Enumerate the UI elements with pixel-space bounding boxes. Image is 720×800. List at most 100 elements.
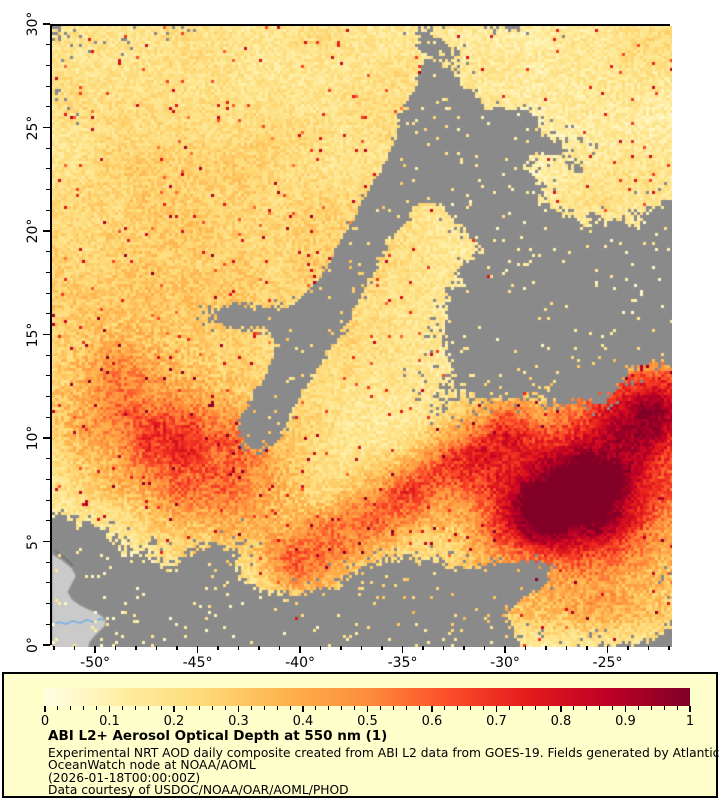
y-axis-tick-label: 10° [25, 425, 41, 451]
colorbar-minor-tick [96, 706, 98, 710]
x-axis-minor-tick [463, 646, 465, 650]
colorbar-minor-tick [534, 706, 536, 710]
colorbar-tick-label: 0 [40, 714, 50, 729]
y-axis-tick-label: 25° [25, 115, 41, 140]
y-axis-minor-tick [46, 189, 50, 191]
aod-raster-canvas [52, 26, 672, 647]
y-axis-major-tick [43, 230, 50, 232]
colorbar-major-tick [560, 706, 562, 712]
colorbar-minor-tick [599, 706, 601, 710]
y-axis-minor-tick [46, 520, 50, 522]
y-axis-minor-tick [46, 354, 50, 356]
x-axis-major-tick [94, 646, 96, 653]
colorbar-minor-tick [586, 706, 588, 710]
x-axis-minor-tick [340, 646, 342, 650]
y-axis-minor-tick [46, 623, 50, 625]
x-axis-minor-tick [73, 646, 76, 650]
colorbar-minor-tick [199, 706, 201, 710]
x-axis-minor-tick [627, 646, 629, 650]
legend-text-block: ABI L2+ Aerosol Optical Depth at 550 nm … [48, 728, 719, 797]
x-axis-minor-tick [135, 646, 137, 650]
colorbar-minor-tick [134, 706, 136, 710]
x-axis-major-tick [196, 646, 199, 653]
y-axis-minor-tick [46, 499, 50, 501]
x-axis-major-tick [401, 646, 404, 653]
y-axis-major-tick [43, 644, 50, 646]
y-axis-minor-tick [46, 292, 50, 294]
y-axis-minor-tick [46, 396, 50, 398]
colorbar-minor-tick [186, 706, 188, 710]
x-axis-minor-tick [565, 646, 568, 650]
y-axis-tick-label: 15° [25, 322, 41, 347]
colorbar-minor-tick [470, 706, 472, 710]
colorbar-minor-tick [276, 706, 278, 710]
x-axis-tick-label: -45° [182, 655, 213, 671]
colorbar-minor-tick [70, 706, 72, 710]
colorbar-tick-label: 1 [685, 714, 695, 729]
colorbar-minor-tick [160, 706, 162, 710]
y-axis-major-tick [43, 23, 50, 25]
colorbar-minor-tick [315, 706, 317, 710]
colorbar-minor-tick [341, 706, 343, 710]
colorbar-minor-tick [121, 706, 123, 710]
colorbar-minor-tick [354, 706, 356, 710]
x-axis-minor-tick [545, 646, 547, 650]
y-axis-minor-tick [46, 271, 50, 273]
colorbar-minor-tick [547, 706, 549, 710]
y-axis-minor-tick [46, 582, 50, 584]
x-axis-minor-tick [278, 646, 281, 650]
y-axis-tick-label: 20° [25, 218, 41, 244]
x-axis-minor-tick [360, 646, 363, 650]
colorbar-minor-tick [212, 706, 214, 710]
x-axis-tick-label: -50° [80, 655, 111, 671]
x-axis-minor-tick [217, 646, 219, 650]
x-axis-minor-tick [381, 646, 383, 650]
x-axis-tick-label: -25° [592, 655, 623, 671]
colorbar-tick-label: 0.5 [357, 714, 378, 729]
colorbar-tick-label: 0.3 [228, 714, 249, 729]
legend-line: OceanWatch node at NOAA/AOML [48, 758, 256, 773]
colorbar-tick-label: 0.9 [615, 714, 636, 729]
y-axis-minor-tick [46, 603, 50, 605]
x-axis-minor-tick [668, 646, 670, 650]
colorbar-tick-label: 0.6 [421, 714, 443, 729]
y-axis-minor-tick [46, 106, 50, 108]
colorbar-minor-tick [457, 706, 459, 710]
x-axis-major-tick [606, 646, 609, 653]
y-axis-minor-tick [46, 64, 50, 66]
y-axis-tick-label: 5° [25, 533, 41, 550]
colorbar-minor-tick [328, 706, 330, 710]
y-axis-major-tick [43, 333, 50, 336]
y-axis-tick-label: 0° [25, 637, 41, 653]
colorbar-minor-tick [83, 706, 85, 710]
x-axis-minor-tick [442, 646, 445, 650]
x-axis-minor-tick [237, 646, 240, 650]
y-axis-minor-tick [46, 375, 50, 377]
y-axis-major-tick [43, 126, 50, 129]
colorbar-minor-tick [392, 706, 394, 710]
colorbar-minor-tick [418, 706, 420, 710]
colorbar-minor-tick [508, 706, 510, 710]
legend-line: (2026-01-18T00:00:00Z) [48, 770, 201, 785]
colorbar-major-tick [689, 706, 691, 712]
colorbar-major-tick [108, 706, 111, 712]
colorbar-minor-tick [147, 706, 149, 710]
x-axis-minor-tick [586, 646, 588, 650]
colorbar-minor-tick [612, 706, 614, 710]
colorbar-minor-tick [650, 706, 652, 710]
x-axis-minor-tick [155, 646, 158, 650]
y-axis-minor-tick [46, 85, 50, 87]
x-axis-tick-label: -40° [285, 655, 315, 671]
colorbar-tick-label: 0.8 [550, 714, 572, 729]
y-axis-minor-tick [46, 313, 50, 315]
y-axis-minor-tick [46, 251, 50, 253]
colorbar-minor-tick [225, 706, 227, 710]
x-axis-minor-tick [422, 646, 424, 650]
colorbar-minor-tick [405, 706, 407, 710]
colorbar-tick-label: 0.2 [163, 714, 185, 729]
colorbar-major-tick [366, 706, 369, 712]
colorbar-minor-tick [263, 706, 265, 710]
colorbar-minor-tick [676, 706, 678, 710]
colorbar-gradient [45, 688, 690, 706]
legend-line: Experimental NRT AOD daily composite cre… [48, 746, 720, 760]
